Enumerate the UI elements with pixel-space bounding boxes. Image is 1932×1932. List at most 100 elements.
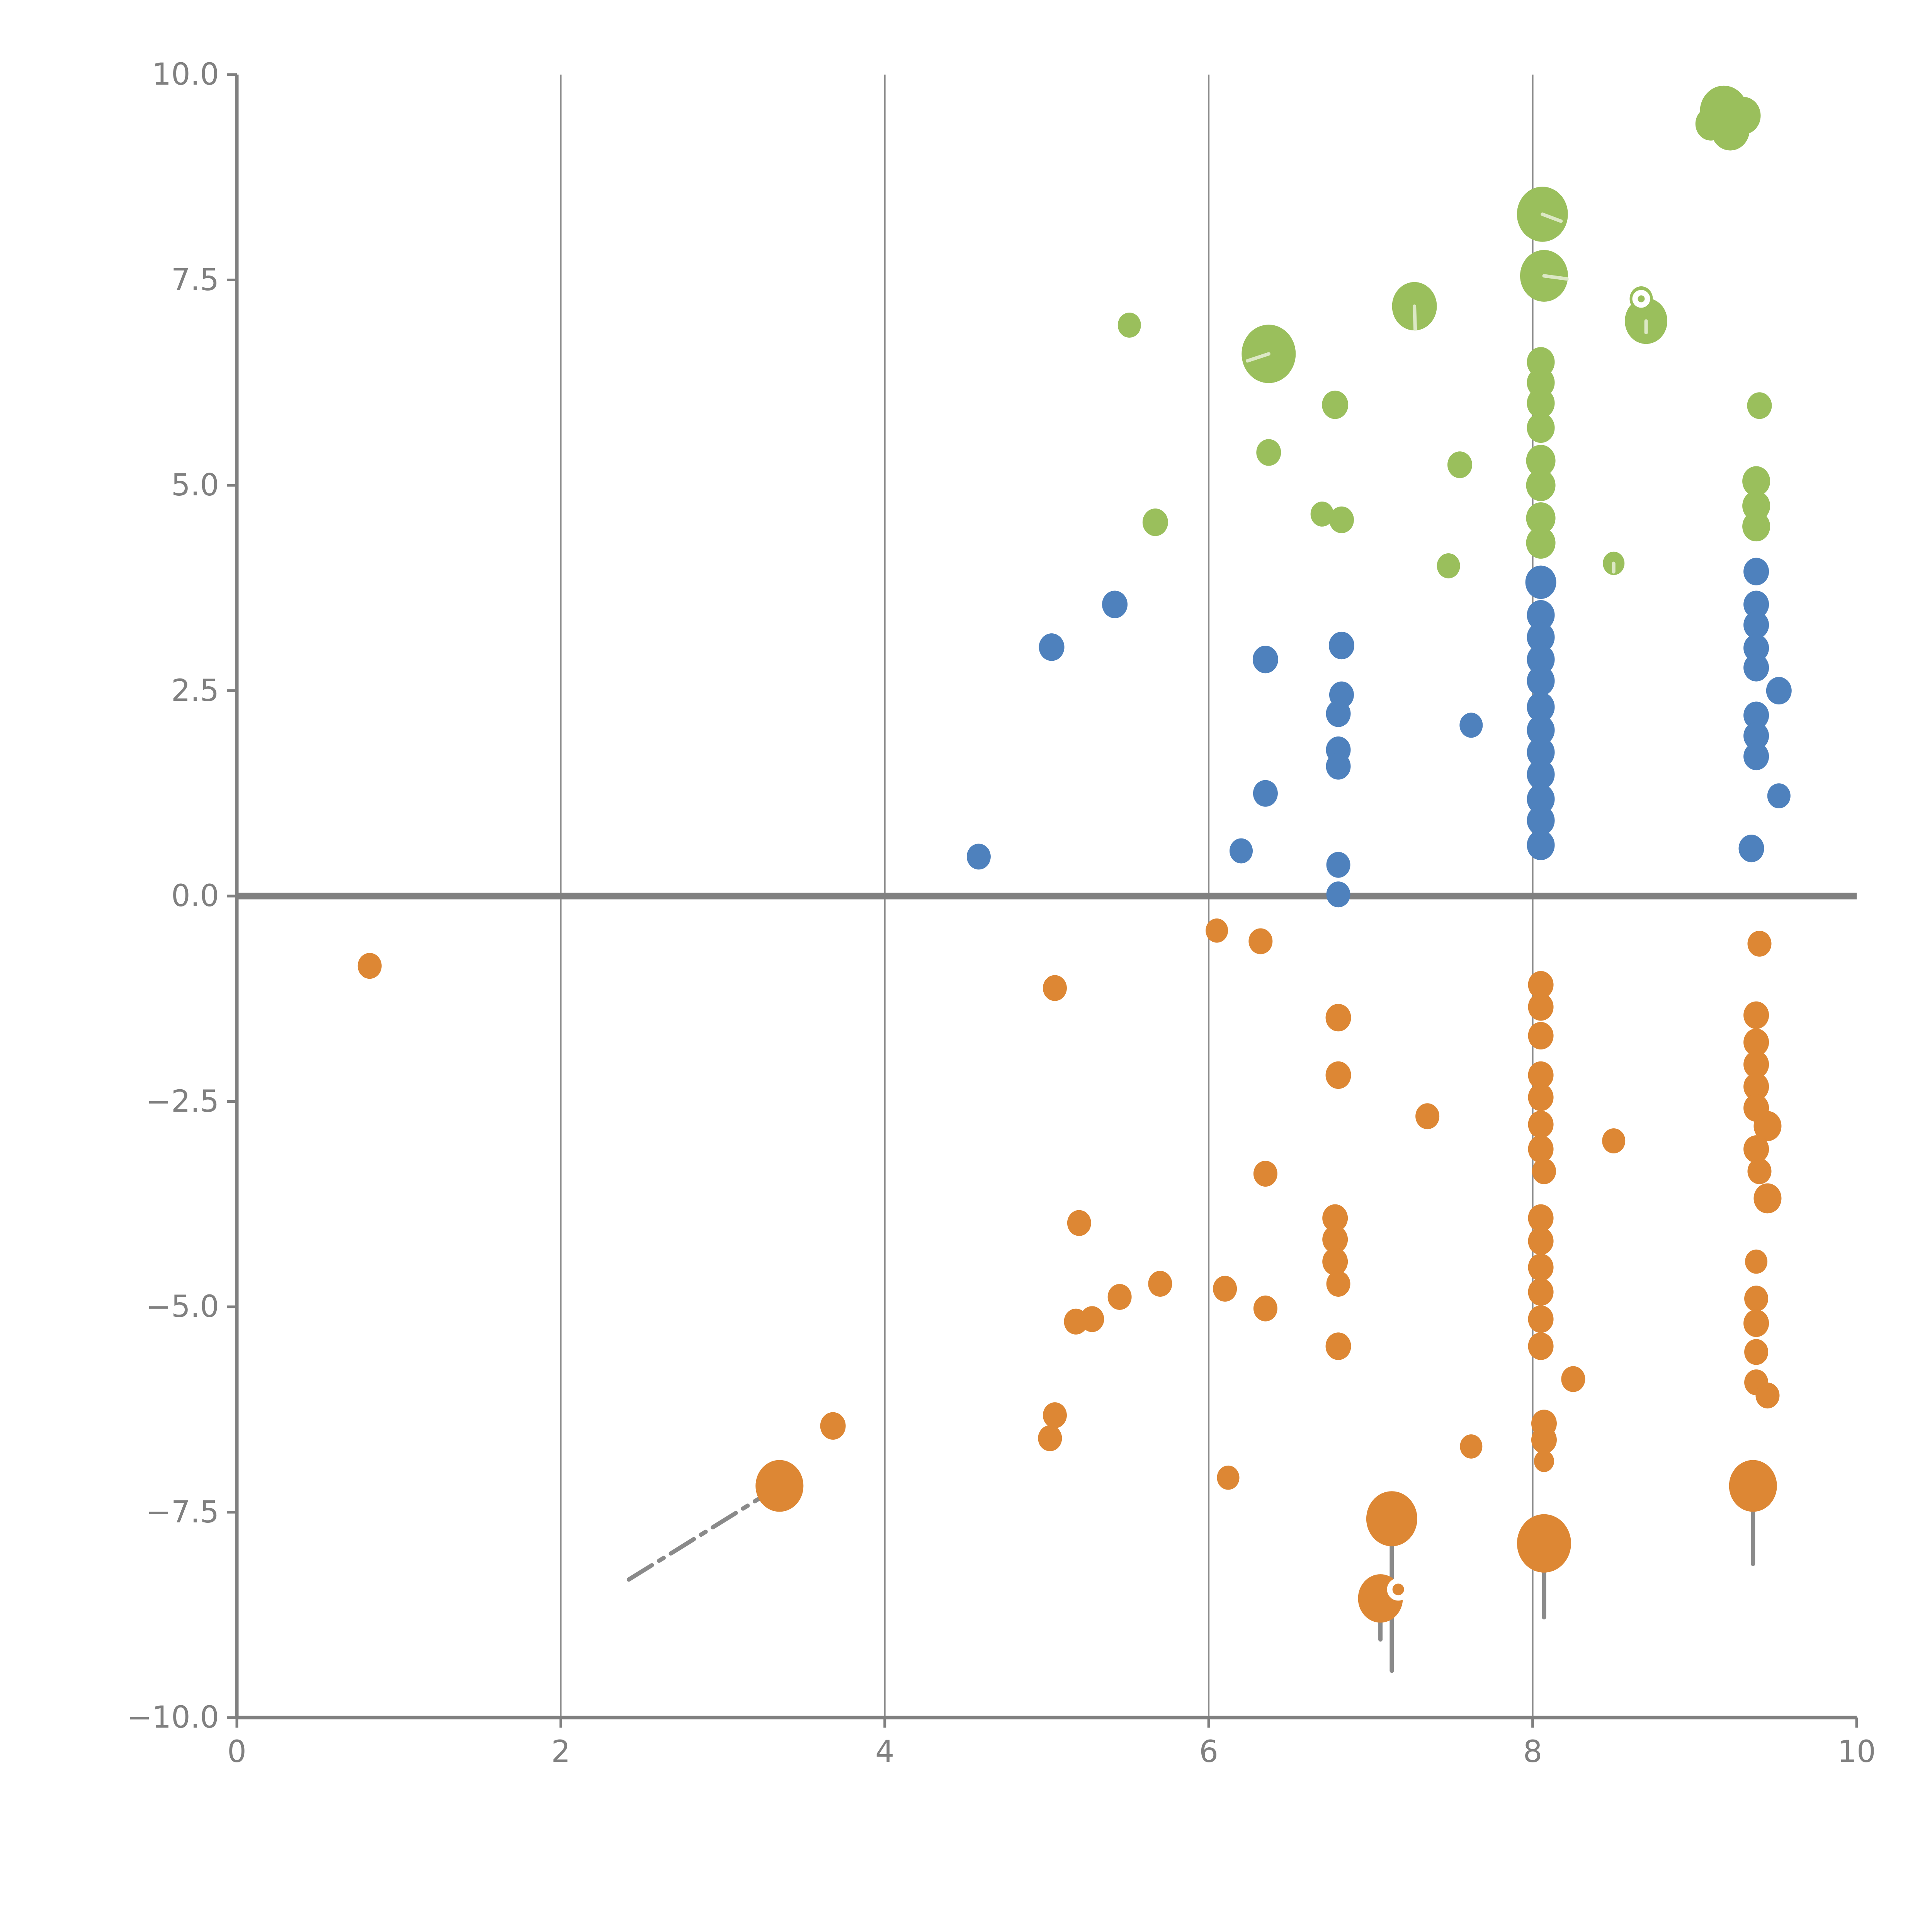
data-point-green[interactable]	[1742, 491, 1770, 521]
data-point-blue[interactable]	[1102, 590, 1128, 618]
data-point-blue[interactable]	[1743, 722, 1769, 750]
data-point-orange[interactable]	[1744, 1286, 1769, 1312]
data-point-green[interactable]	[1310, 502, 1334, 527]
data-point-orange[interactable]	[1531, 1426, 1557, 1454]
data-point-blue[interactable]	[1326, 852, 1350, 878]
data-point-orange[interactable]	[1743, 1001, 1769, 1029]
data-point-blue[interactable]	[1743, 590, 1769, 618]
data-point-orange[interactable]	[1743, 1051, 1769, 1078]
data-point-green[interactable]	[1256, 439, 1281, 466]
data-point-blue[interactable]	[1766, 677, 1792, 705]
data-point-green[interactable]	[1527, 347, 1555, 377]
data-point-orange[interactable]	[1253, 1161, 1277, 1187]
data-point-orange[interactable]	[1528, 1061, 1554, 1089]
data-point-orange[interactable]	[1602, 1128, 1626, 1153]
data-point-green[interactable]	[1527, 413, 1555, 443]
data-point-blue[interactable]	[1459, 713, 1483, 738]
data-point-orange[interactable]	[1043, 975, 1067, 1001]
data-point-green[interactable]	[1527, 367, 1555, 398]
data-point-green[interactable]	[1526, 502, 1556, 534]
data-point-orange[interactable]	[1415, 1103, 1440, 1129]
data-point-blue[interactable]	[1743, 701, 1769, 729]
data-point-green[interactable]	[1447, 451, 1472, 478]
data-point-orange[interactable]	[1067, 1210, 1091, 1236]
data-point-orange[interactable]	[1747, 1158, 1772, 1184]
data-point-orange[interactable]	[1528, 1204, 1554, 1232]
data-point-blue[interactable]	[1230, 838, 1253, 864]
data-point-blue[interactable]	[1326, 700, 1351, 727]
data-point-orange[interactable]	[1528, 1278, 1554, 1306]
data-point-blue[interactable]	[1743, 611, 1769, 639]
data-point-orange[interactable]	[357, 953, 382, 979]
data-point-orange[interactable]	[1517, 1514, 1571, 1573]
data-point-blue[interactable]	[1252, 646, 1278, 673]
data-point-orange[interactable]	[1217, 1465, 1240, 1490]
data-point-orange[interactable]	[1528, 1305, 1554, 1333]
data-point-orange[interactable]	[1561, 1366, 1585, 1392]
data-point-orange[interactable]	[1528, 1227, 1554, 1255]
data-point-blue[interactable]	[1527, 644, 1555, 675]
data-point-orange[interactable]	[1753, 1183, 1782, 1214]
data-point-orange[interactable]	[1248, 928, 1273, 954]
data-point-orange[interactable]	[1753, 1111, 1782, 1141]
data-point-green[interactable]	[1329, 506, 1354, 533]
data-point-orange[interactable]	[1325, 1061, 1351, 1089]
data-point-orange[interactable]	[1253, 1295, 1277, 1321]
data-point-orange[interactable]	[1743, 1028, 1769, 1056]
data-point-orange[interactable]	[1528, 1083, 1554, 1111]
data-point-green[interactable]	[1142, 509, 1168, 536]
data-point-blue[interactable]	[1743, 634, 1769, 662]
data-point-blue[interactable]	[1527, 805, 1555, 836]
data-point-blue[interactable]	[966, 844, 991, 870]
data-point-blue[interactable]	[1527, 600, 1555, 630]
data-point-green[interactable]	[1747, 392, 1772, 419]
data-point-orange[interactable]	[1528, 1332, 1554, 1360]
data-point-orange[interactable]	[1322, 1248, 1348, 1276]
data-point-orange[interactable]	[1534, 1450, 1554, 1472]
data-point-orange[interactable]	[1213, 1276, 1237, 1302]
data-point-blue[interactable]	[1743, 654, 1769, 682]
data-point-orange[interactable]	[1528, 1022, 1554, 1050]
data-point-blue[interactable]	[1743, 558, 1769, 585]
data-point-orange[interactable]	[1366, 1491, 1417, 1546]
data-point-green[interactable]	[1437, 553, 1460, 578]
data-point-orange[interactable]	[755, 1460, 804, 1512]
data-point-orange[interactable]	[1322, 1226, 1348, 1253]
data-point-orange[interactable]	[1729, 1460, 1777, 1512]
data-point-orange[interactable]	[1206, 918, 1228, 943]
data-point-orange[interactable]	[1743, 1073, 1769, 1100]
data-point-blue[interactable]	[1527, 666, 1555, 696]
data-point-orange[interactable]	[1528, 971, 1554, 999]
data-point-green[interactable]	[1695, 107, 1726, 141]
data-point-blue[interactable]	[1527, 715, 1555, 745]
data-point-orange[interactable]	[1322, 1204, 1348, 1232]
data-point-green[interactable]	[1742, 511, 1770, 542]
data-point-blue[interactable]	[1527, 759, 1555, 790]
data-point-green[interactable]	[1726, 97, 1761, 134]
data-point-blue[interactable]	[1527, 622, 1555, 653]
data-point-green[interactable]	[1742, 466, 1770, 497]
data-point-orange[interactable]	[1528, 1253, 1554, 1281]
data-point-green[interactable]	[1322, 390, 1349, 419]
data-point-blue[interactable]	[1253, 780, 1278, 807]
data-point-blue[interactable]	[1039, 633, 1065, 661]
data-point-blue[interactable]	[1738, 835, 1764, 862]
data-point-blue[interactable]	[1743, 742, 1769, 770]
data-point-orange[interactable]	[820, 1412, 846, 1440]
data-point-blue[interactable]	[1767, 783, 1791, 809]
data-point-orange[interactable]	[1326, 1270, 1350, 1297]
data-point-blue[interactable]	[1328, 631, 1354, 660]
data-point-orange[interactable]	[1743, 1309, 1769, 1337]
data-point-orange[interactable]	[1148, 1270, 1172, 1297]
data-point-green[interactable]	[1527, 388, 1555, 418]
data-point-orange[interactable]	[1745, 1249, 1768, 1274]
data-point-orange[interactable]	[1325, 1332, 1351, 1360]
data-point-green[interactable]	[1117, 313, 1141, 338]
data-point-blue[interactable]	[1527, 784, 1555, 815]
data-point-orange[interactable]	[1460, 1434, 1483, 1459]
data-point-orange[interactable]	[1043, 1402, 1067, 1429]
data-point-orange[interactable]	[1532, 1158, 1556, 1184]
data-point-orange[interactable]	[1064, 1308, 1088, 1335]
data-point-orange[interactable]	[1744, 1339, 1769, 1365]
data-point-orange[interactable]	[1325, 1004, 1351, 1032]
